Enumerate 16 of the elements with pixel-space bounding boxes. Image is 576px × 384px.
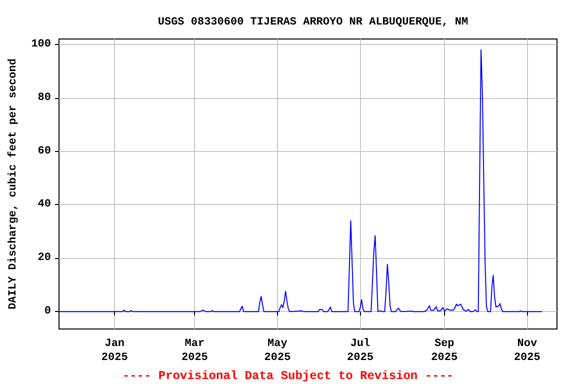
x-tick-label: May 2025: [264, 338, 292, 364]
x-tick-label: Sep 2025: [431, 338, 458, 364]
y-tick-label: 60: [38, 145, 51, 158]
text: ---- Provisional Data Subject to Revision ----: [122, 369, 454, 383]
line-series: [58, 49, 543, 312]
y-tick-label: 80: [38, 92, 51, 104]
y-tick-label: 20: [38, 252, 51, 264]
x-tick-label: Jan 2025: [101, 338, 128, 364]
x-tick-label: Jul 2025: [347, 338, 374, 364]
y-tick-label: 0: [44, 306, 51, 318]
x-tick-label: Nov 2025: [514, 338, 541, 364]
y-tick-label: 40: [38, 198, 51, 211]
y-axis-title: DAILY Discharge, cubic feet per second: [6, 58, 20, 310]
x-tick-label: Mar 2025: [181, 338, 208, 364]
y-tick-label: 100: [31, 38, 51, 50]
chart-title: USGS 08330600 TIJERAS ARROYO NR ALBUQUERQUE, NM: [158, 16, 469, 28]
